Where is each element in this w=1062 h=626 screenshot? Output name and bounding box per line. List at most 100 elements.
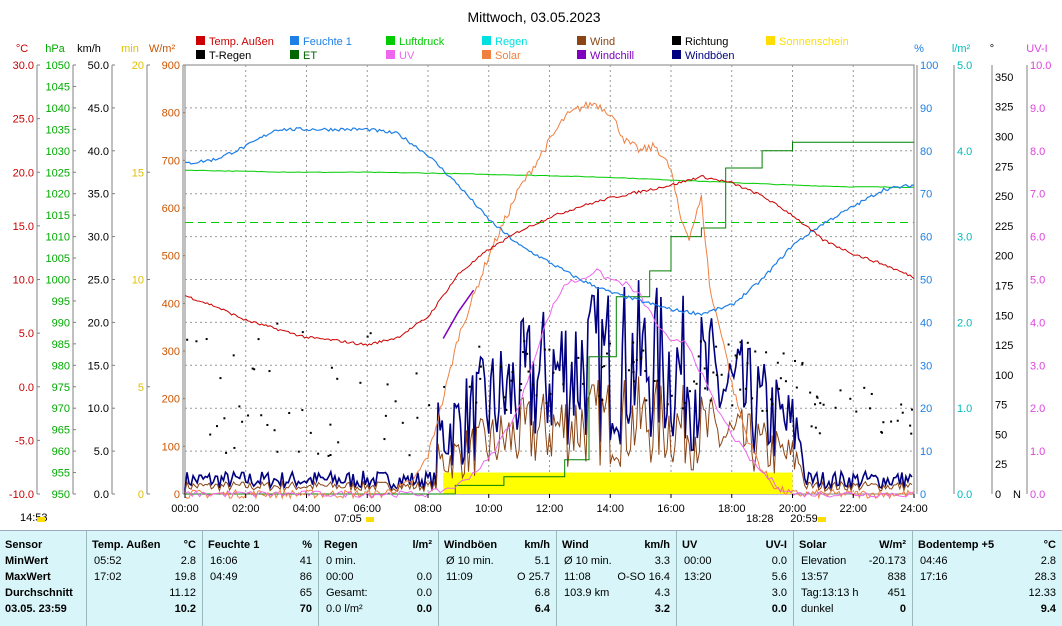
direction-dot-53 — [801, 363, 804, 366]
row-label-current: 03.05. 23:59 — [5, 603, 67, 615]
axis-tick-direction-1: 325 — [995, 102, 1013, 114]
direction-dot-115 — [510, 379, 513, 382]
direction-dot-46 — [819, 402, 822, 405]
direction-dot-44 — [519, 389, 522, 392]
direction-dot-60 — [815, 395, 818, 398]
axis-tick-wind-2: 40.0 — [88, 146, 109, 158]
panel-row-label-4-1: 11:08 — [564, 571, 591, 583]
axis-tick-uv-10: 0.0 — [1030, 489, 1045, 501]
panel-current-2: 0.0 — [416, 603, 432, 615]
axis-tick-direction-5: 225 — [995, 221, 1013, 233]
axis-tick-uv-9: 1.0 — [1030, 446, 1045, 458]
legend-swatch-5 — [672, 36, 681, 45]
direction-dot-6 — [709, 399, 712, 402]
direction-dot-106 — [801, 361, 804, 364]
legend-swatch-8 — [290, 50, 299, 59]
axis-tick-wind-5: 25.0 — [88, 275, 109, 287]
x-tick-4: 08:00 — [414, 503, 442, 515]
direction-dot-102 — [720, 373, 723, 376]
direction-dot-152 — [301, 409, 304, 412]
direction-dot-127 — [900, 403, 903, 406]
panel-row-label-5-1: 13:20 — [684, 571, 712, 583]
axis-tick-rain-2: 3.0 — [957, 232, 972, 244]
direction-dot-2 — [784, 380, 787, 383]
axis-tick-pressure-8: 1010 — [46, 232, 70, 244]
direction-dot-121 — [238, 405, 241, 408]
axis-tick-rain-0: 5.0 — [957, 60, 972, 72]
axis-tick-rain-3: 2.0 — [957, 317, 972, 329]
direction-dot-95 — [809, 391, 812, 394]
row-label-avg: Durchschnitt — [5, 587, 73, 599]
direction-dot-142 — [794, 359, 797, 362]
axis-tick-sunshine-2: 10 — [132, 275, 144, 287]
axis-tick-direction-14: 0 — [995, 489, 1001, 501]
axis-tick-wind-1: 45.0 — [88, 103, 109, 115]
legend-swatch-12 — [672, 50, 681, 59]
legend-swatch-10 — [482, 50, 491, 59]
direction-dot-0 — [771, 403, 774, 406]
panel-row-label-0-0: 05:52 — [94, 555, 122, 567]
panel-row-value-7-1: 28.3 — [1034, 571, 1056, 583]
direction-dot-107 — [598, 394, 601, 397]
direction-dot-116 — [219, 377, 222, 380]
legend-label-8: ET — [303, 50, 317, 62]
axis-tick-wind-7: 15.0 — [88, 360, 109, 372]
axis-unit-sunshine: min — [121, 43, 139, 55]
direction-dot-135 — [640, 356, 643, 359]
direction-dot-38 — [909, 424, 912, 427]
axis-tick-pressure-4: 1030 — [46, 146, 70, 158]
direction-dot-52 — [814, 426, 817, 429]
panel-section-2: Regen l/m² 0 min. 00:00 0.0 Gesamt: 0.0 0.0 l/m… — [318, 531, 439, 626]
direction-dot-10 — [870, 392, 873, 395]
axis-tick-rain-1: 4.0 — [957, 146, 972, 158]
direction-dot-144 — [268, 370, 271, 373]
axis-tick-direction-3: 275 — [995, 161, 1013, 173]
panel-title-5: UV — [682, 539, 698, 551]
direction-dot-94 — [260, 414, 263, 417]
panel-row-label-4-0: Ø 10 min. — [564, 555, 612, 567]
series-windboeen — [184, 280, 913, 494]
axis-tick-pressure-19: 955 — [52, 468, 70, 480]
direction-dot-113 — [601, 366, 604, 369]
direction-dot-126 — [522, 351, 525, 354]
axis-tick-direction-4: 250 — [995, 191, 1013, 203]
direction-dot-17 — [253, 368, 256, 371]
axis-tick-humidity-0: 100 — [920, 60, 938, 72]
panel-row-label-7-1: 17:16 — [920, 571, 948, 583]
panel-unit-7: °C — [1043, 539, 1056, 551]
panel-title-7: Bodentemp +5 — [918, 539, 995, 551]
axis-tick-pressure-12: 990 — [52, 317, 70, 329]
marker-sun-icon — [37, 517, 45, 522]
panel-row-value-3-2: 6.8 — [534, 587, 550, 599]
panel-row-label-6-0: Elevation — [801, 555, 847, 567]
sunshine-band-0 — [443, 472, 793, 494]
axis-unit-rain: l/m² — [952, 43, 971, 55]
panel-current-0: 10.2 — [174, 603, 196, 615]
direction-dot-37 — [765, 409, 768, 412]
row-labels: Sensor MinWert MaxWert Durchschnitt 03.0… — [0, 531, 87, 626]
direction-dot-16 — [225, 451, 228, 454]
direction-dot-153 — [693, 380, 696, 383]
marker-label-1: 07:05 — [334, 513, 362, 525]
axis-tick-pressure-18: 960 — [52, 446, 70, 458]
direction-dot-9 — [241, 420, 244, 423]
direction-dot-104 — [681, 407, 684, 410]
x-tick-9: 18:00 — [718, 503, 746, 515]
axis-tick-pressure-13: 985 — [52, 339, 70, 351]
direction-dot-114 — [329, 423, 332, 426]
panel-row-value-1-0: 41 — [299, 555, 312, 567]
direction-dot-158 — [795, 386, 798, 389]
direction-dot-148 — [645, 399, 648, 402]
axis-tick-humidity-6: 40 — [920, 317, 932, 329]
direction-dot-19 — [715, 374, 718, 377]
direction-dot-4 — [715, 345, 718, 348]
axis-tick-sunshine-3: 5 — [138, 382, 144, 394]
direction-dot-141 — [386, 383, 389, 386]
axis-tick-uv-8: 2.0 — [1030, 403, 1045, 415]
axis-tick-humidity-9: 10 — [920, 446, 932, 458]
direction-dot-72 — [601, 399, 604, 402]
axis-tick-temp-8: -10.0 — [9, 489, 34, 501]
panel-row-value-3-0: 5.1 — [534, 555, 550, 567]
axis-tick-pressure-6: 1020 — [46, 189, 70, 201]
x-tick-10: 20:00 — [779, 503, 807, 515]
